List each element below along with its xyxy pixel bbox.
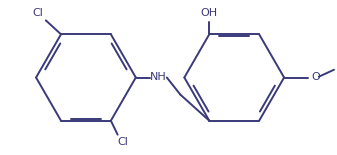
Text: Cl: Cl <box>117 137 128 147</box>
Text: O: O <box>312 73 320 82</box>
Text: OH: OH <box>201 8 218 18</box>
Text: NH: NH <box>150 73 167 82</box>
Text: Cl: Cl <box>32 8 43 18</box>
